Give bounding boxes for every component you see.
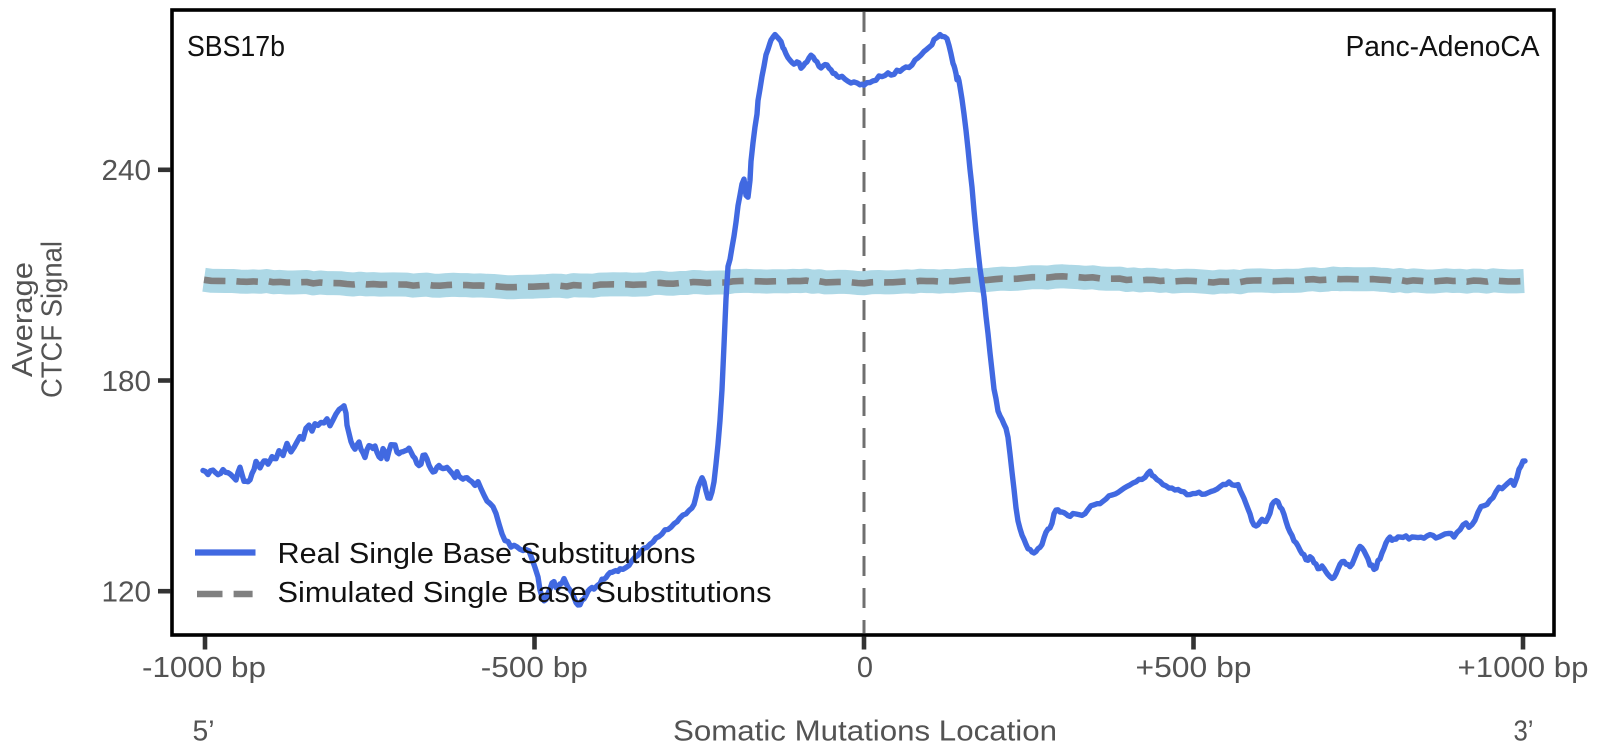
svg-text:5’: 5’ <box>193 716 215 748</box>
svg-text:+500 bp: +500 bp <box>1136 652 1252 684</box>
svg-text:-1000 bp: -1000 bp <box>142 652 266 684</box>
svg-text:120: 120 <box>102 577 152 609</box>
svg-text:240: 240 <box>102 155 152 187</box>
svg-text:Average: Average <box>7 262 39 377</box>
svg-text:Simulated Single Base Substitu: Simulated Single Base Substitutions <box>278 577 772 609</box>
svg-text:SBS17b: SBS17b <box>187 31 285 63</box>
svg-text:Real Single Base Substitutions: Real Single Base Substitutions <box>278 538 696 570</box>
svg-text:3’: 3’ <box>1514 716 1534 748</box>
svg-text:+1000 bp: +1000 bp <box>1458 652 1589 684</box>
svg-text:Somatic Mutations Location: Somatic Mutations Location <box>673 716 1057 748</box>
svg-text:CTCF Signal: CTCF Signal <box>36 241 68 398</box>
svg-text:0: 0 <box>857 652 873 684</box>
svg-text:180: 180 <box>102 366 152 398</box>
svg-text:-500 bp: -500 bp <box>481 652 588 684</box>
svg-text:Panc-AdenoCA: Panc-AdenoCA <box>1346 31 1541 63</box>
